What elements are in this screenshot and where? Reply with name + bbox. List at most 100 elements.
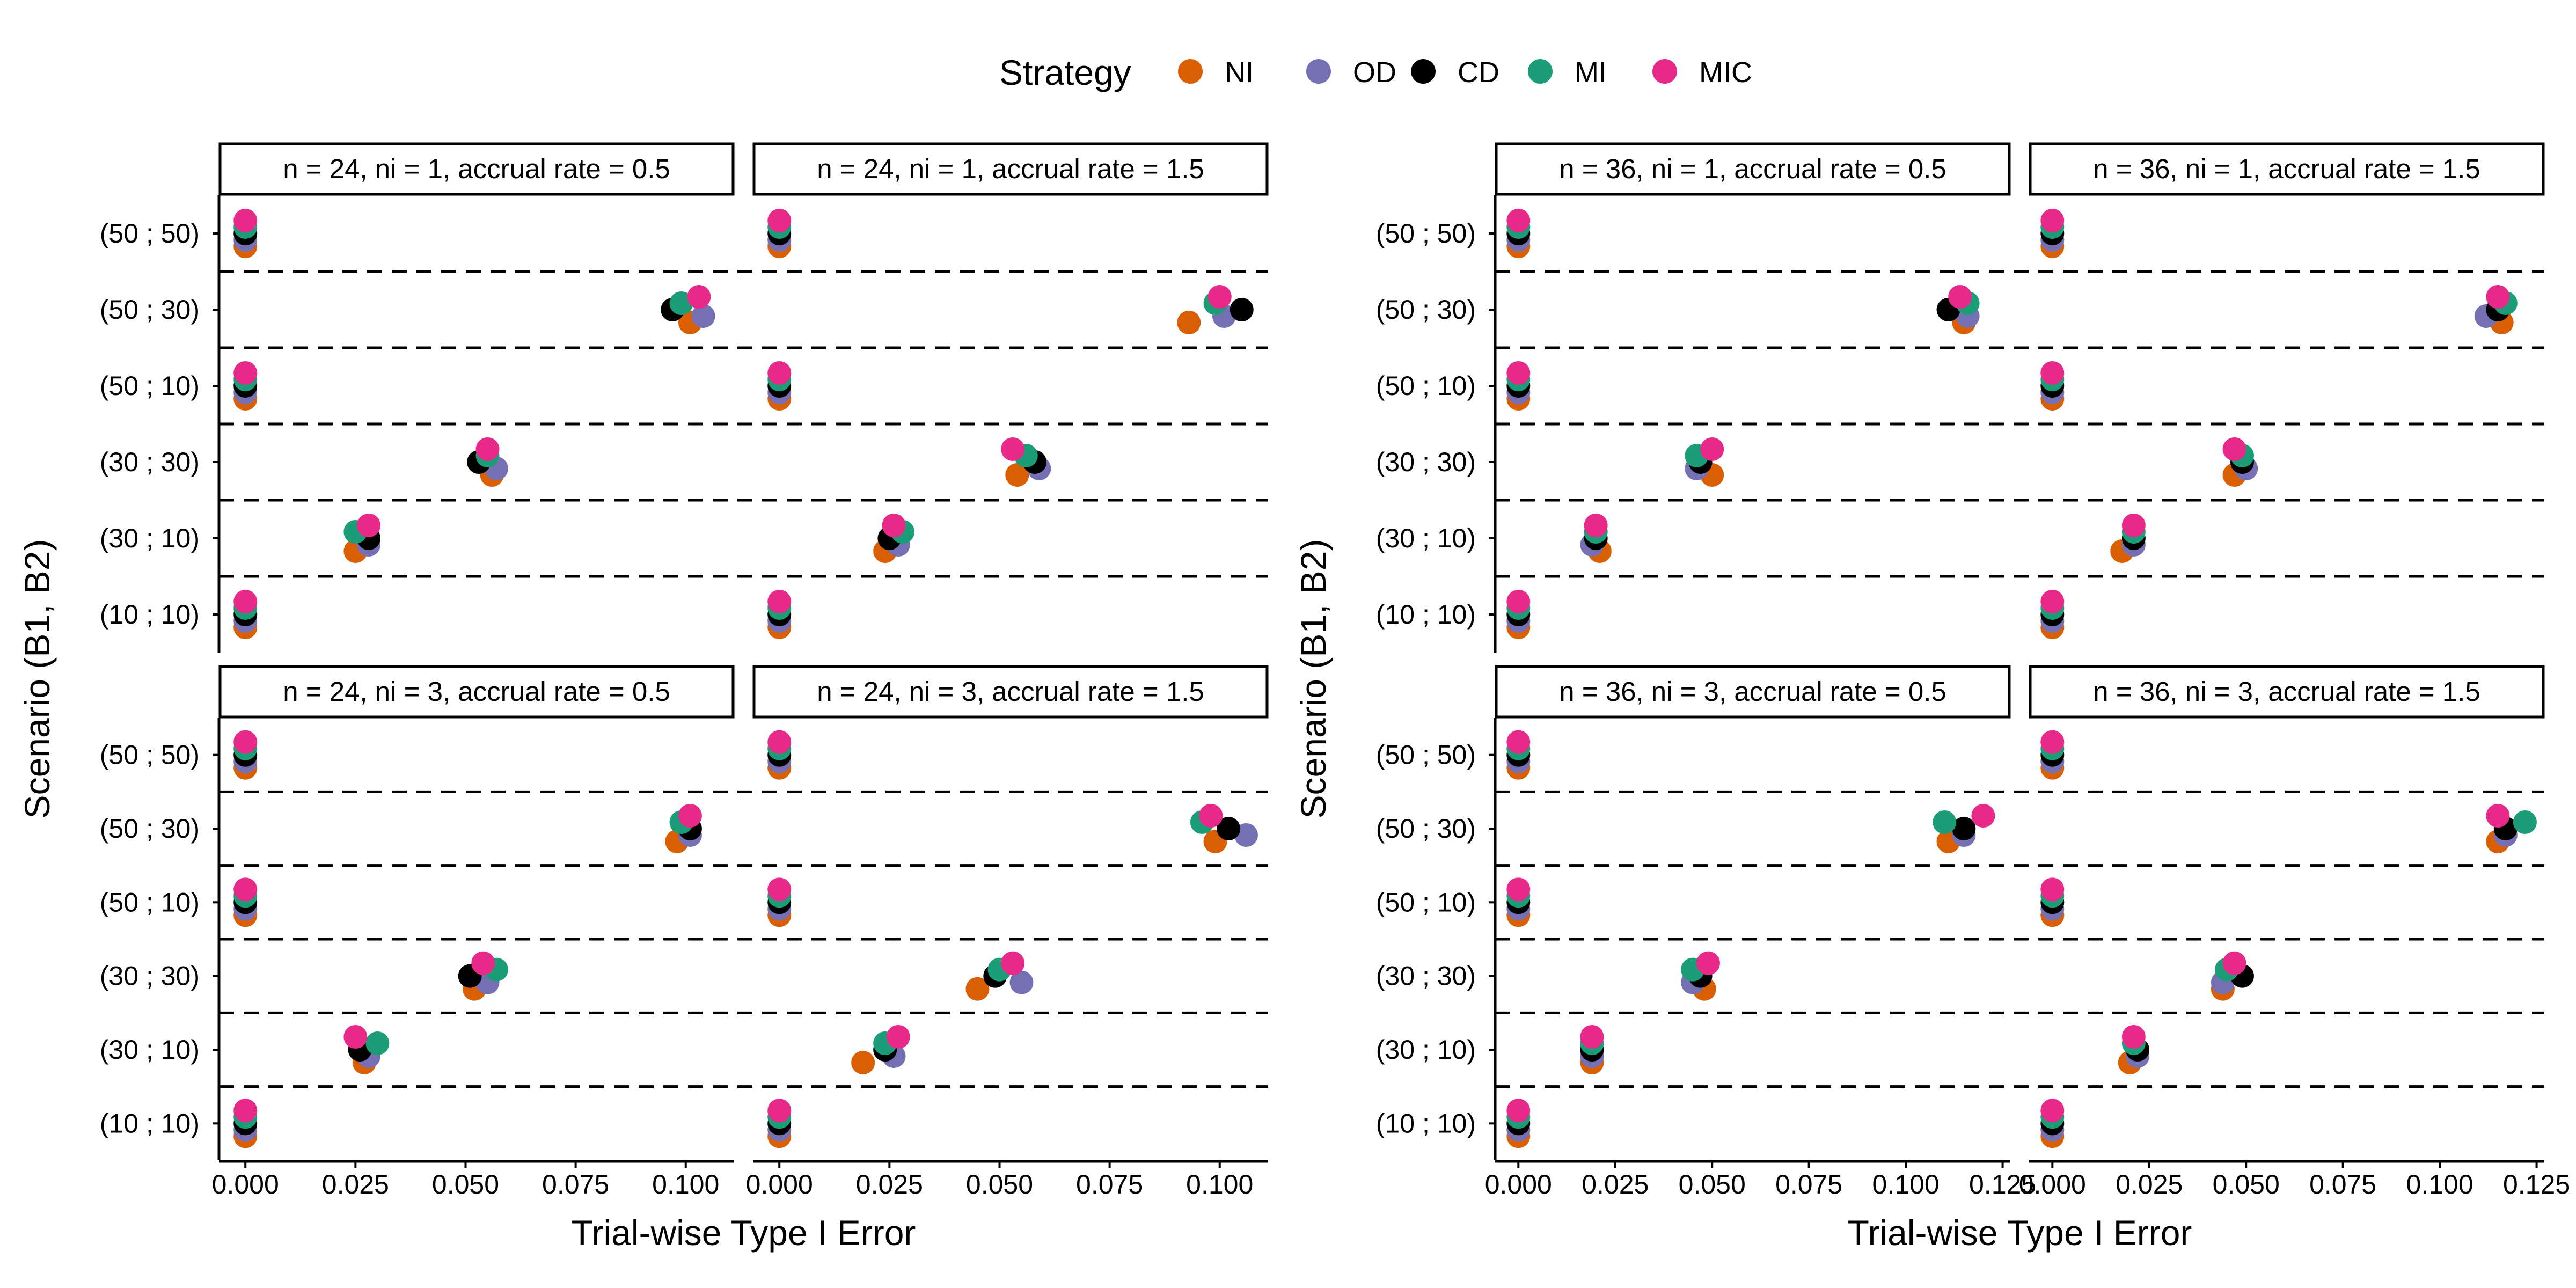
point-ni (965, 977, 990, 1001)
legend-label-cd: CD (1458, 56, 1499, 89)
legend-marker-od (1306, 59, 1331, 84)
point-mic (2040, 1099, 2065, 1123)
point-mic (2486, 285, 2510, 309)
point-mi (2513, 810, 2537, 834)
point-mic (233, 877, 258, 902)
point-mic (1948, 285, 1972, 309)
strip-box (752, 665, 1269, 719)
y-tick-label: (30 ; 30) (100, 961, 200, 991)
point-ni (1177, 311, 1201, 334)
point-mic (233, 590, 258, 613)
point-mic (1506, 361, 1531, 385)
x-tick-label: 0.125 (1969, 1169, 2036, 1199)
x-tick-label: 0.050 (432, 1169, 499, 1199)
y-tick-label: (50 ; 50) (1376, 740, 1476, 770)
point-mic (2222, 437, 2246, 461)
y-tick-label: (30 ; 10) (1376, 1035, 1476, 1065)
strip-label: n = 36, ni = 3, accrual rate = 1.5 (2093, 676, 2480, 707)
y-tick-label: (50 ; 50) (1376, 218, 1476, 248)
point-mic (1971, 804, 1995, 828)
y-tick-label: (50 ; 10) (1376, 371, 1476, 401)
point-mic (2040, 877, 2065, 902)
point-mic (1700, 437, 1724, 461)
x-tick-label: 0.000 (212, 1169, 279, 1199)
y-tick-label: (50 ; 50) (100, 740, 200, 770)
strip-box (218, 142, 735, 196)
x-tick-label: 0.050 (2213, 1169, 2280, 1199)
legend-label-od: OD (1353, 56, 1396, 89)
point-mic (1199, 804, 1223, 828)
point-mic (343, 1025, 368, 1049)
point-mic (233, 1099, 258, 1123)
x-tick-label: 0.025 (322, 1169, 389, 1199)
x-tick-label: 0.000 (746, 1169, 813, 1199)
point-mic (2121, 514, 2146, 537)
y-tick-label: (50 ; 50) (100, 218, 200, 248)
y-tick-label: (30 ; 10) (1376, 523, 1476, 553)
plot-area: (50 ; 50) (50 ; 30) (50 ; 10) (30 ; 30) (30 … (17, 142, 2570, 1253)
legend-label-mic: MIC (1699, 56, 1752, 89)
point-mic (2040, 209, 2065, 232)
x-tick-label: 0.025 (856, 1169, 923, 1199)
point-cd (1230, 298, 1254, 321)
strip-box (1495, 142, 2011, 196)
point-mic (2121, 1025, 2146, 1049)
point-ni (1005, 463, 1029, 487)
point-mic (2222, 951, 2246, 975)
point-mic (233, 730, 258, 754)
point-mi (1933, 810, 1957, 834)
point-cd (1217, 817, 1241, 840)
point-mic (687, 285, 711, 309)
x-tick-label: 0.075 (1775, 1169, 1842, 1199)
strip-box (752, 142, 1269, 196)
point-mic (1001, 437, 1025, 461)
y-tick-label: (10 ; 10) (100, 599, 200, 630)
point-mi (365, 1031, 390, 1055)
strip-label: n = 24, ni = 1, accrual rate = 0.5 (283, 153, 670, 184)
y-tick-label: (30 ; 30) (100, 447, 200, 477)
strip-box (2029, 142, 2545, 196)
y-tick-label: (50 ; 30) (100, 295, 200, 325)
point-mic (475, 437, 500, 461)
y-tick-label: (50 ; 30) (1376, 295, 1476, 325)
y-tick-label: (50 ; 30) (1376, 814, 1476, 844)
point-mic (2040, 361, 2065, 385)
legend-label-ni: NI (1225, 56, 1254, 89)
x-axis-title: Trial-wise Type I Error (572, 1213, 916, 1253)
y-tick-label: (50 ; 10) (100, 887, 200, 917)
point-mic (1506, 590, 1531, 613)
point-mic (767, 877, 792, 902)
point-mic (886, 1025, 910, 1049)
strip-label: n = 24, ni = 3, accrual rate = 0.5 (283, 676, 670, 707)
point-mic (882, 514, 906, 537)
point-mic (2040, 730, 2065, 754)
legend-marker-mi (1528, 59, 1553, 84)
y-tick-label: (30 ; 30) (1376, 961, 1476, 991)
strip-label: n = 36, ni = 3, accrual rate = 0.5 (1559, 676, 1946, 707)
point-mic (1506, 730, 1531, 754)
x-tick-label: 0.100 (1872, 1169, 1940, 1199)
x-axis-title: Trial-wise Type I Error (1848, 1213, 2192, 1253)
point-ni (851, 1051, 875, 1074)
point-od (1009, 970, 1034, 994)
x-tick-label: 0.000 (2019, 1169, 2086, 1199)
point-mic (767, 361, 792, 385)
point-mic (1001, 951, 1025, 975)
x-tick-label: 0.100 (652, 1169, 719, 1199)
legend-marker-cd (1411, 59, 1436, 84)
strip-label: n = 36, ni = 1, accrual rate = 0.5 (1559, 153, 1946, 184)
x-tick-label: 0.050 (966, 1169, 1033, 1199)
y-axis-title: Scenario (B1, B2) (17, 539, 57, 819)
y-tick-label: (30 ; 10) (100, 523, 200, 553)
point-mic (767, 730, 792, 754)
strip-label: n = 24, ni = 1, accrual rate = 1.5 (817, 153, 1204, 184)
point-mic (1584, 514, 1608, 537)
y-tick-label: (30 ; 30) (1376, 447, 1476, 477)
strip-label: n = 36, ni = 1, accrual rate = 1.5 (2093, 153, 2480, 184)
y-tick-label: (50 ; 30) (100, 814, 200, 844)
point-mic (1208, 285, 1232, 309)
point-mic (767, 209, 792, 232)
x-tick-label: 0.075 (2309, 1169, 2376, 1199)
point-mic (356, 514, 380, 537)
